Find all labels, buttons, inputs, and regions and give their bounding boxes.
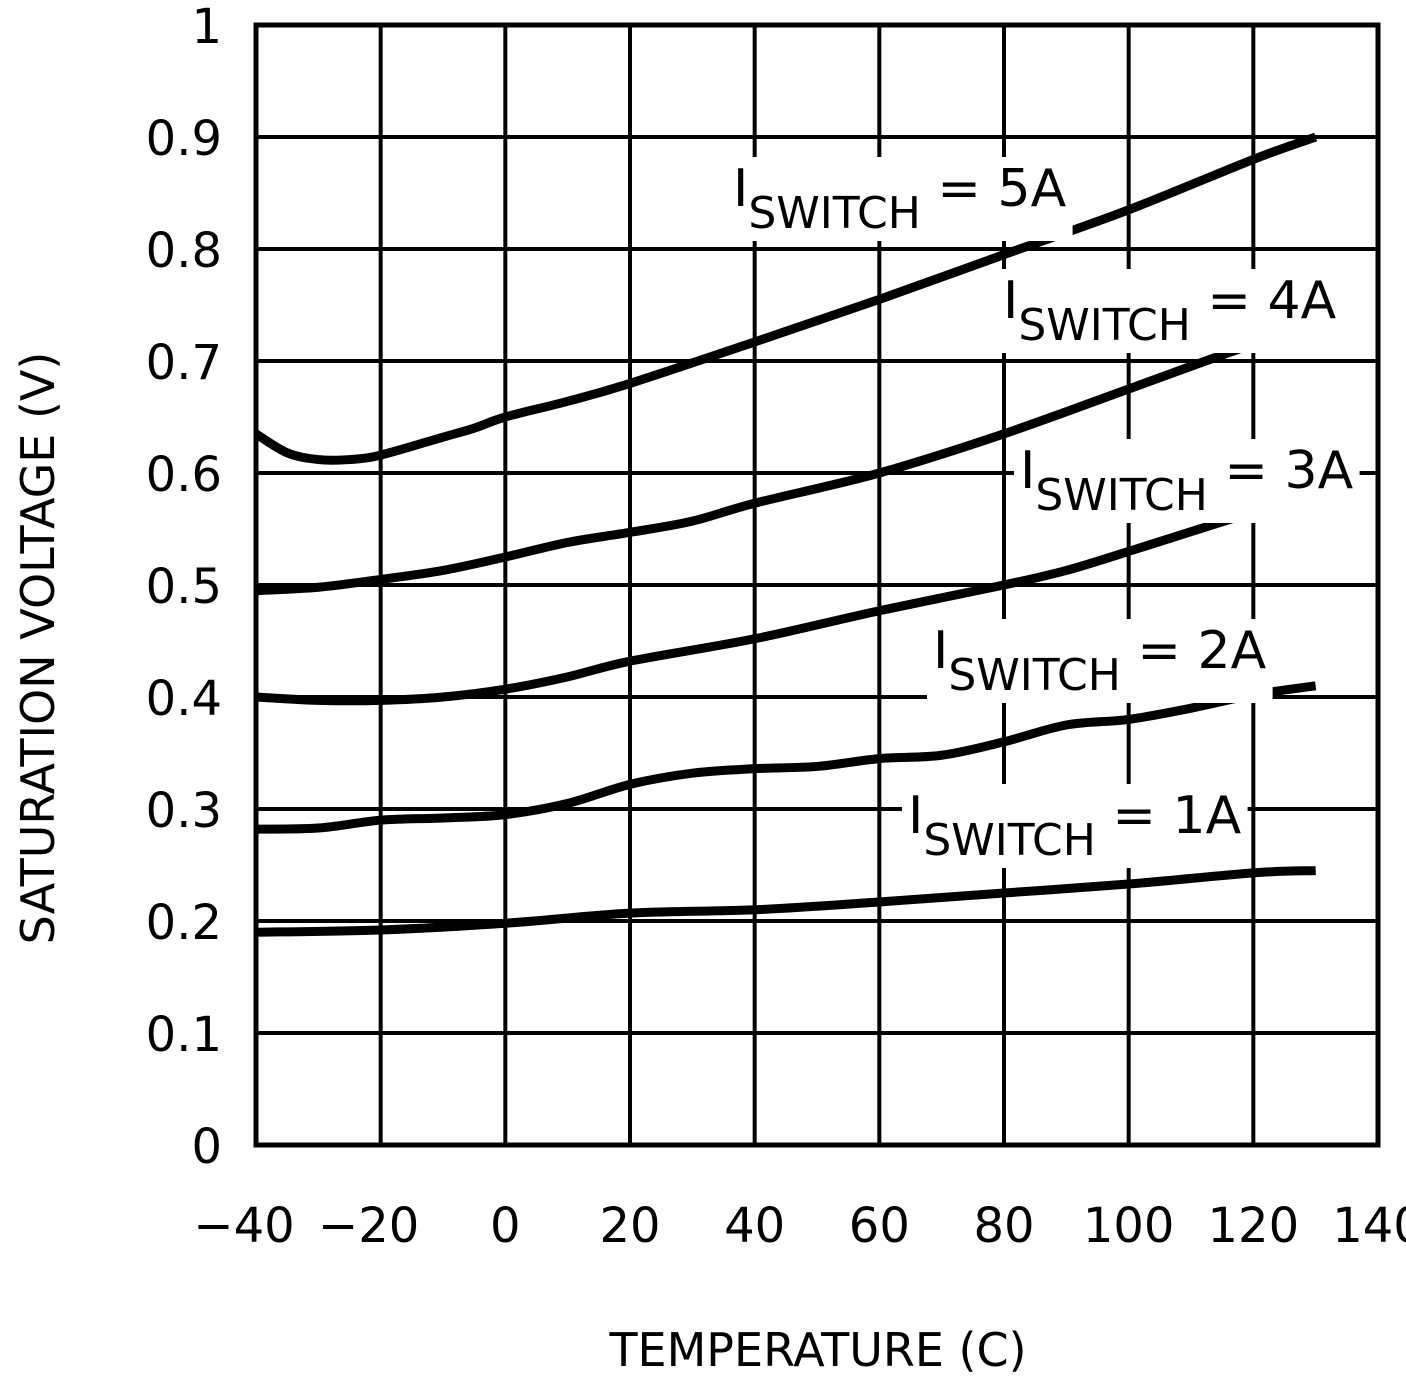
svg-text:ISWITCH = 1A: ISWITCH = 1A bbox=[908, 786, 1242, 866]
y-tick-label: 0 bbox=[191, 1119, 222, 1175]
label-main: I bbox=[933, 621, 948, 681]
x-tick-label: −40 bbox=[193, 1198, 294, 1254]
label-background bbox=[1014, 439, 1360, 523]
y-axis-title: SATURATION VOLTAGE (V) bbox=[11, 352, 65, 945]
label-value: = 4A bbox=[1191, 271, 1337, 331]
label-background bbox=[902, 784, 1248, 868]
x-tick-label: −20 bbox=[318, 1198, 419, 1254]
label-main: I bbox=[733, 159, 748, 219]
series-line-1a bbox=[255, 866, 1316, 937]
label-value: = 2A bbox=[1121, 621, 1267, 681]
x-tick-label: 20 bbox=[599, 1198, 660, 1254]
series-line-3a bbox=[255, 491, 1317, 706]
svg-text:ISWITCH = 4A: ISWITCH = 4A bbox=[1003, 271, 1337, 351]
x-tick-label: 140 bbox=[1332, 1198, 1406, 1254]
label-subscript: SWITCH bbox=[948, 650, 1121, 701]
series-line-2a bbox=[255, 681, 1317, 834]
label-value: = 5A bbox=[921, 159, 1067, 219]
label-main: I bbox=[1003, 271, 1018, 331]
label-main: I bbox=[908, 786, 923, 846]
y-tick-label: 0.3 bbox=[146, 783, 222, 839]
svg-text:ISWITCH = 5A: ISWITCH = 5A bbox=[733, 159, 1067, 239]
series-label-4a: ISWITCH = 4A bbox=[997, 269, 1343, 353]
x-tick-label: 0 bbox=[490, 1198, 521, 1254]
svg-text:ISWITCH = 2A: ISWITCH = 2A bbox=[933, 621, 1267, 701]
x-tick-label: 80 bbox=[973, 1198, 1034, 1254]
label-background bbox=[727, 157, 1073, 241]
svg-text:ISWITCH = 3A: ISWITCH = 3A bbox=[1020, 441, 1354, 521]
label-main: I bbox=[1020, 441, 1035, 501]
label-subscript: SWITCH bbox=[748, 188, 921, 239]
x-tick-label: 120 bbox=[1208, 1198, 1300, 1254]
series-label-5a: ISWITCH = 5A bbox=[727, 157, 1073, 241]
series-line-5a bbox=[253, 132, 1318, 465]
label-value: = 3A bbox=[1208, 441, 1354, 501]
label-subscript: SWITCH bbox=[1035, 470, 1208, 521]
label-subscript: SWITCH bbox=[1018, 300, 1191, 351]
y-tick-label: 0.2 bbox=[146, 895, 222, 951]
y-tick-label: 0.1 bbox=[146, 1007, 222, 1063]
label-background bbox=[927, 619, 1273, 703]
y-tick-label: 0.7 bbox=[146, 335, 222, 391]
x-tick-label: 60 bbox=[849, 1198, 910, 1254]
label-value: = 1A bbox=[1096, 786, 1242, 846]
y-tick-label: 0.5 bbox=[146, 559, 222, 615]
y-tick-label: 0.8 bbox=[146, 223, 222, 279]
series-label-3a: ISWITCH = 3A bbox=[1014, 439, 1360, 523]
plot-frame bbox=[253, 22, 1381, 1148]
x-tick-label: 40 bbox=[724, 1198, 785, 1254]
series-label-2a: ISWITCH = 2A bbox=[927, 619, 1273, 703]
label-background bbox=[997, 269, 1343, 353]
x-tick-label: 100 bbox=[1083, 1198, 1175, 1254]
tick-labels: −40 −20 0 20 40 60 80 100 120 140 0 0.1 0.2 0.3 0.4 0.5… bbox=[146, 0, 1406, 1254]
y-tick-label: 0.9 bbox=[146, 111, 222, 167]
y-tick-label: 1 bbox=[191, 0, 222, 55]
x-axis-title: TEMPERATURE (C) bbox=[608, 1323, 1026, 1376]
series-label-1a: ISWITCH = 1A bbox=[902, 784, 1248, 868]
series-line-4a bbox=[255, 323, 1317, 596]
y-tick-label: 0.4 bbox=[146, 671, 222, 727]
curves bbox=[253, 132, 1318, 937]
y-tick-label: 0.6 bbox=[146, 447, 222, 503]
label-subscript: SWITCH bbox=[923, 815, 1096, 866]
